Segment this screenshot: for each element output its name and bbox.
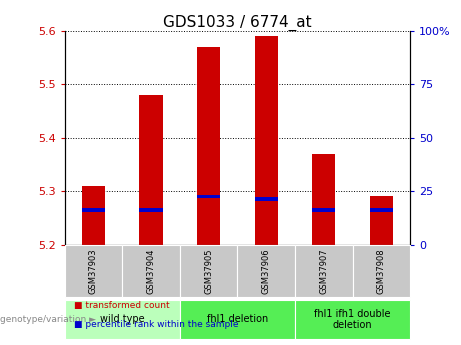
Bar (140, 95, 163, 245)
Text: GSM37904: GSM37904 (147, 249, 155, 294)
Bar (353, 245, 410, 297)
Title: GDS1033 / 6774_at: GDS1033 / 6774_at (163, 15, 312, 31)
Bar (82, 208, 105, 212)
Bar (65, 300, 180, 339)
Bar (180, 245, 237, 297)
Text: GSM37908: GSM37908 (377, 249, 386, 294)
Text: GSM37906: GSM37906 (262, 249, 271, 294)
Bar (140, 208, 163, 212)
Text: wild type: wild type (100, 315, 144, 325)
Bar (254, 197, 278, 201)
Text: genotype/variation ►: genotype/variation ► (0, 315, 96, 324)
Bar (313, 208, 336, 212)
Bar (180, 300, 295, 339)
Bar (313, 154, 336, 245)
Bar (122, 245, 180, 297)
Bar (237, 245, 295, 297)
Text: GSM37907: GSM37907 (319, 249, 328, 294)
Bar (197, 195, 220, 198)
Text: fhl1 deletion: fhl1 deletion (207, 315, 268, 325)
Text: ■ transformed count: ■ transformed count (74, 301, 169, 310)
Text: GSM37905: GSM37905 (204, 249, 213, 294)
Bar (65, 245, 122, 297)
Bar (254, 36, 278, 245)
Bar (370, 208, 393, 212)
Bar (82, 186, 105, 245)
Bar (370, 197, 393, 245)
Text: fhl1 ifh1 double
deletion: fhl1 ifh1 double deletion (314, 309, 391, 330)
Bar (295, 245, 353, 297)
Bar (197, 47, 220, 245)
Text: GSM37903: GSM37903 (89, 249, 98, 294)
Bar (295, 300, 410, 339)
Text: ■ percentile rank within the sample: ■ percentile rank within the sample (74, 320, 238, 329)
